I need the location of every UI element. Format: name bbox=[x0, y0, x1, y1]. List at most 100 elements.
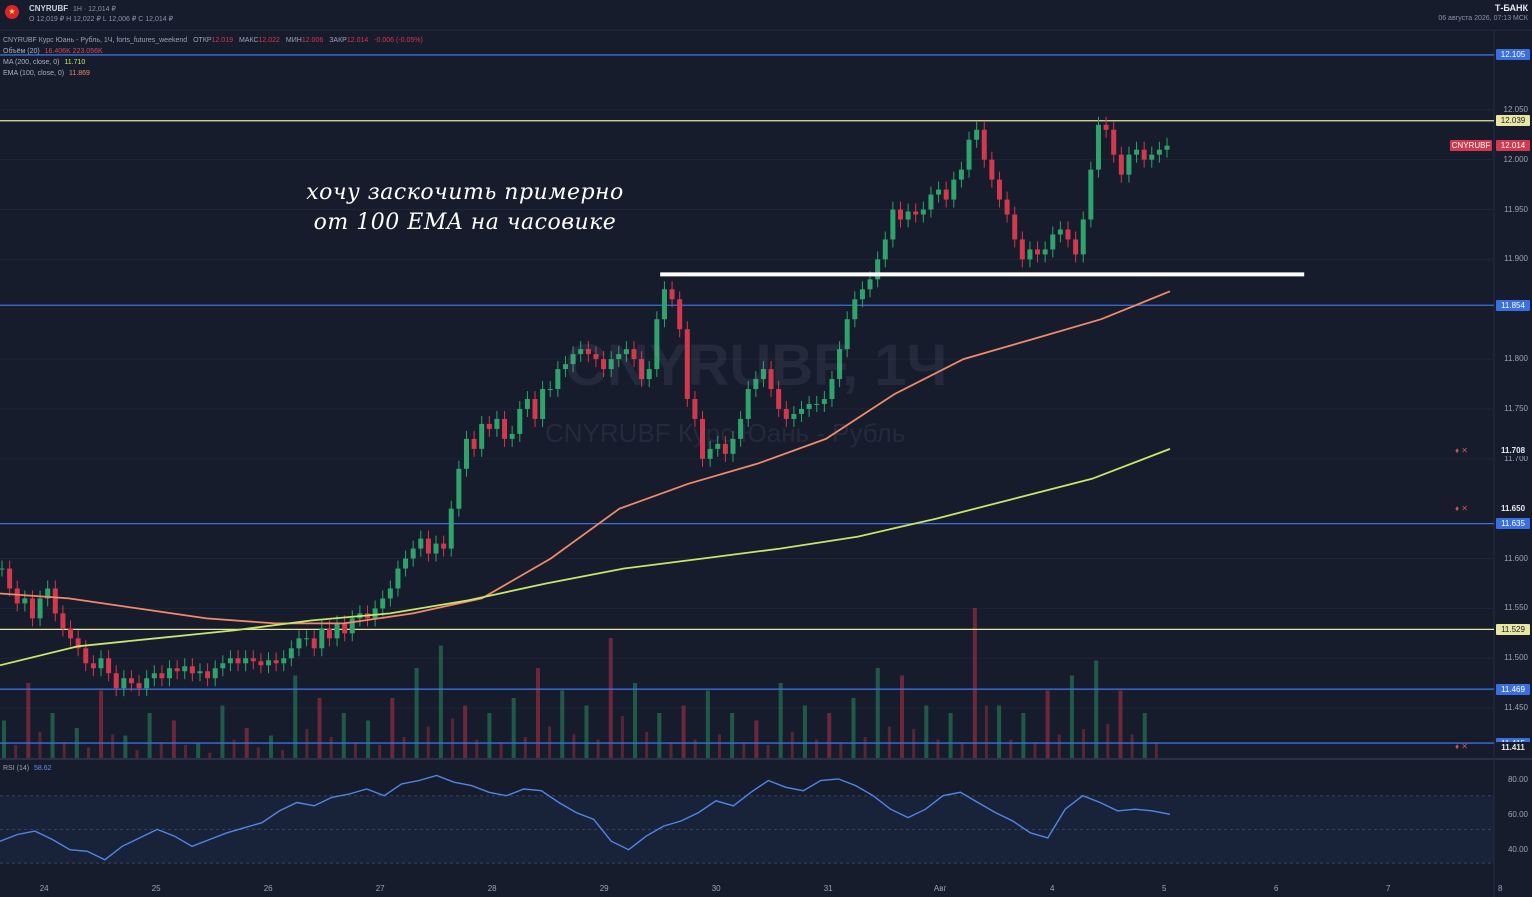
candle-body bbox=[471, 438, 477, 449]
price-level-tag[interactable]: 11.469 bbox=[1496, 683, 1530, 695]
alert-level-tag[interactable]: 11.411 bbox=[1496, 741, 1530, 753]
time-tick-label: 5 bbox=[1161, 884, 1167, 893]
indicator-ma[interactable]: MA (200, close, 0) 11.710 bbox=[3, 59, 85, 66]
candle-body bbox=[852, 299, 858, 320]
alert-level-tag[interactable]: 11.650 bbox=[1496, 503, 1530, 515]
candle-body bbox=[677, 299, 683, 330]
volume-bar bbox=[560, 690, 565, 758]
candle-body bbox=[532, 399, 538, 419]
volume-bar bbox=[1094, 660, 1099, 758]
volume-bar bbox=[596, 739, 600, 758]
candle-body bbox=[524, 399, 530, 409]
current-price-tag[interactable]: 12.014 bbox=[1496, 140, 1530, 152]
candle-body bbox=[654, 319, 660, 370]
candle-body bbox=[326, 628, 332, 639]
volume-bar bbox=[875, 668, 880, 758]
time-tick-label: 4 bbox=[1049, 884, 1055, 893]
ohlc-summary: O 12,019 ₽ H 12,022 ₽ L 12,006 ₽ C 12,01… bbox=[29, 16, 174, 23]
volume-bar bbox=[1130, 734, 1134, 758]
indicator-volume[interactable]: Объём (20) 16.406K 223.056K bbox=[3, 48, 103, 55]
alert-level-tag[interactable]: 11.708 bbox=[1496, 445, 1530, 457]
time-tick-label: 26 bbox=[263, 884, 273, 893]
candle-body bbox=[1126, 154, 1132, 175]
candle-body bbox=[304, 638, 310, 640]
candle-body bbox=[334, 623, 340, 639]
candle-body bbox=[14, 588, 20, 604]
volume-bar bbox=[778, 683, 783, 758]
price-level-tag[interactable]: 12.105 bbox=[1496, 49, 1530, 61]
candle-body bbox=[1004, 199, 1010, 215]
alert-bell-icon[interactable]: ♦ ✕ bbox=[1455, 503, 1469, 513]
volume-bar bbox=[851, 698, 856, 758]
candle-body bbox=[783, 408, 789, 419]
rsi-level-80: 80.00 bbox=[1507, 775, 1528, 784]
candle-body bbox=[1156, 149, 1162, 155]
candle-body bbox=[791, 413, 797, 419]
candle-body bbox=[669, 289, 675, 300]
time-tick-label: 6 bbox=[1273, 884, 1279, 893]
candle-body bbox=[639, 359, 645, 380]
volume-bar bbox=[147, 713, 152, 758]
volume-bar bbox=[1033, 742, 1037, 758]
candle-body bbox=[243, 658, 249, 664]
price-tick-label: 11.800 bbox=[1504, 354, 1528, 364]
interval-price: 1H · 12,014 ₽ bbox=[73, 6, 116, 13]
candle-body bbox=[296, 638, 302, 649]
annotation-line-2: от 100 EMA на часовике bbox=[313, 210, 617, 235]
candle-body bbox=[167, 668, 173, 679]
volume-bar bbox=[1106, 723, 1110, 758]
candle-body bbox=[144, 678, 150, 689]
volume-bar bbox=[402, 737, 406, 758]
indicator-ema-label: EMA (100, close, 0) bbox=[3, 70, 65, 77]
candle-body bbox=[1118, 154, 1124, 175]
volume-bar bbox=[62, 742, 66, 758]
candle-body bbox=[1027, 249, 1033, 260]
candle-body bbox=[174, 668, 180, 672]
price-tick-label: 11.450 bbox=[1504, 703, 1528, 713]
volume-bar bbox=[14, 744, 18, 758]
candle-body bbox=[212, 668, 218, 679]
alert-bell-icon[interactable]: ♦ ✕ bbox=[1455, 445, 1469, 455]
candle-body bbox=[623, 349, 629, 355]
price-tick-label: 12.000 bbox=[1503, 154, 1528, 164]
alert-bell-icon[interactable]: ♦ ✕ bbox=[1455, 742, 1469, 752]
candle-body bbox=[745, 389, 751, 419]
candle-body bbox=[730, 438, 736, 454]
candle-body bbox=[266, 660, 272, 666]
candle-body bbox=[722, 443, 728, 454]
instrument-title: CNYRUBF Курс Юань - Рубль, 1Ч, forts_fut… bbox=[3, 37, 188, 44]
rsi-legend[interactable]: RSI (14) 58.62 bbox=[3, 765, 52, 772]
price-level-tag[interactable]: 11.529 bbox=[1496, 623, 1530, 635]
volume-bar bbox=[171, 720, 176, 758]
candle-body bbox=[136, 683, 142, 689]
candle-body bbox=[684, 329, 690, 399]
candle-body bbox=[189, 666, 195, 674]
candle-body bbox=[578, 349, 584, 355]
price-level-tag[interactable]: 11.635 bbox=[1496, 518, 1530, 530]
price-level-tag[interactable]: 11.854 bbox=[1496, 299, 1530, 311]
time-tick-label: 8 bbox=[1497, 884, 1503, 893]
volume-bar bbox=[948, 713, 953, 758]
volume-bar bbox=[451, 718, 455, 758]
candle-body bbox=[83, 648, 89, 664]
candle-body bbox=[37, 598, 43, 619]
candle-body bbox=[646, 369, 652, 380]
volume-bar bbox=[499, 742, 503, 758]
volume-bar bbox=[111, 734, 115, 758]
price-level-tag[interactable]: 12.039 bbox=[1496, 115, 1530, 127]
rsi-label: RSI (14) bbox=[3, 765, 30, 772]
candle-body bbox=[1149, 154, 1155, 160]
high-label: МАКС bbox=[238, 37, 259, 44]
price-tick-label: 11.700 bbox=[1504, 453, 1528, 463]
volume-bar bbox=[815, 739, 819, 758]
candle-body bbox=[890, 209, 896, 240]
time-tick-label: 25 bbox=[151, 884, 161, 893]
volume-bar bbox=[1057, 734, 1061, 758]
candle-body bbox=[753, 379, 759, 390]
candle-body bbox=[1019, 239, 1025, 260]
candle-body bbox=[1164, 145, 1170, 150]
candle-body bbox=[844, 319, 850, 350]
indicator-ema[interactable]: EMA (100, close, 0) 11.869 bbox=[3, 70, 90, 77]
